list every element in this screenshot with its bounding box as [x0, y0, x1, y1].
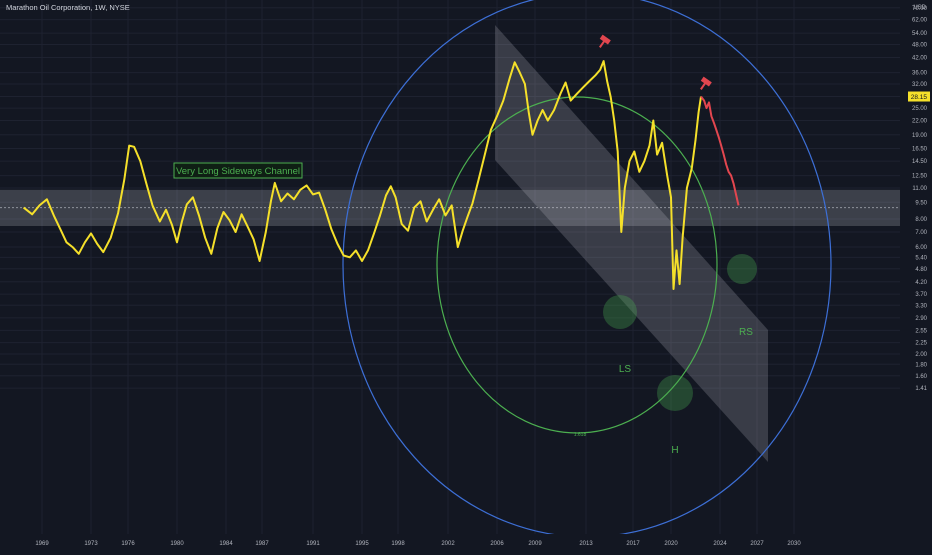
x-tick-label: 1984 — [219, 541, 233, 547]
last-price-label: 28.15 — [911, 94, 928, 101]
y-tick-label: 4.20 — [915, 280, 927, 286]
y-tick-label: 32.00 — [912, 82, 928, 88]
small-label: 1.618 — [574, 432, 587, 438]
right-shoulder-label: RS — [739, 327, 753, 338]
x-tick-label: 2009 — [528, 541, 542, 547]
x-tick-label: 1969 — [35, 541, 49, 547]
y-tick-label: 48.00 — [912, 43, 928, 49]
x-tick-label: 1973 — [84, 541, 98, 547]
inner-circle — [436, 96, 718, 434]
time-axis-background — [0, 534, 932, 550]
channel-label: Very Long Sideways Channel — [173, 162, 303, 179]
y-tick-label: 62.00 — [912, 18, 928, 24]
last-price-tag — [908, 91, 930, 102]
y-tick-label: 5.40 — [915, 255, 927, 261]
x-tick-label: 2027 — [750, 541, 764, 547]
head-label: H — [671, 445, 678, 456]
channel-label-box — [173, 162, 303, 179]
head-marker — [657, 375, 693, 411]
y-tick-label: 1.41 — [915, 386, 927, 392]
y-tick-label: 2.55 — [915, 328, 927, 334]
gavel-marker-icon — [599, 34, 611, 48]
y-tick-label: 2.00 — [915, 352, 927, 358]
recent-price-line — [700, 95, 740, 206]
y-tick-label: 3.30 — [915, 303, 927, 309]
y-tick-label: 14.50 — [912, 159, 928, 165]
left-shoulder-label: LS — [619, 364, 632, 375]
y-tick-label: 9.50 — [915, 200, 927, 206]
x-tick-label: 1991 — [306, 541, 320, 547]
x-tick-label: 2024 — [713, 541, 727, 547]
chart-title: Marathon Oil Corporation, 1W, NYSE — [6, 3, 130, 12]
y-tick-label: 16.50 — [912, 147, 928, 153]
y-tick-label: 42.00 — [912, 56, 928, 62]
y-tick-label: 2.90 — [915, 316, 927, 322]
descending-channel — [495, 25, 768, 462]
y-tick-label: 19.00 — [912, 133, 928, 139]
y-tick-label: 70.00 — [912, 6, 928, 12]
grid-lines — [0, 0, 900, 534]
left-shoulder-marker — [603, 295, 637, 329]
y-tick-label: 1.80 — [915, 362, 927, 368]
y-tick-label: 25.00 — [912, 106, 928, 112]
channel-label-text: Very Long Sideways Channel — [176, 166, 300, 177]
y-tick-label: 8.00 — [915, 217, 927, 223]
x-tick-label: 2013 — [579, 541, 593, 547]
x-tick-label: 2020 — [664, 541, 678, 547]
x-tick-label: 1987 — [255, 541, 269, 547]
y-tick-label: 4.80 — [915, 267, 927, 273]
y-tick-label: 3.70 — [915, 292, 927, 298]
price-line — [22, 60, 702, 290]
y-tick-label: 22.00 — [912, 119, 928, 125]
right-shoulder-marker — [727, 254, 757, 284]
y-tick-label: 12.50 — [912, 174, 928, 180]
y-tick-label: 2.25 — [915, 341, 927, 347]
y-tick-label: 7.00 — [915, 230, 927, 236]
y-tick-label: 36.00 — [912, 71, 928, 77]
x-tick-label: 2030 — [787, 541, 801, 547]
y-tick-label: 6.00 — [915, 245, 927, 251]
y-tick-label: 11.00 — [912, 186, 927, 192]
y-tick-label: 54.00 — [912, 31, 928, 37]
x-tick-label: 2017 — [626, 541, 640, 547]
x-tick-label: 1976 — [121, 541, 135, 547]
x-tick-label: 1995 — [355, 541, 369, 547]
y-tick-label: 1.60 — [915, 374, 927, 380]
x-tick-label: 2006 — [490, 541, 504, 547]
currency-label: USD — [913, 5, 926, 11]
x-tick-label: 1998 — [391, 541, 405, 547]
x-tick-label: 1980 — [170, 541, 184, 547]
gavel-marker-icon — [700, 76, 712, 90]
x-tick-label: 2002 — [441, 541, 455, 547]
